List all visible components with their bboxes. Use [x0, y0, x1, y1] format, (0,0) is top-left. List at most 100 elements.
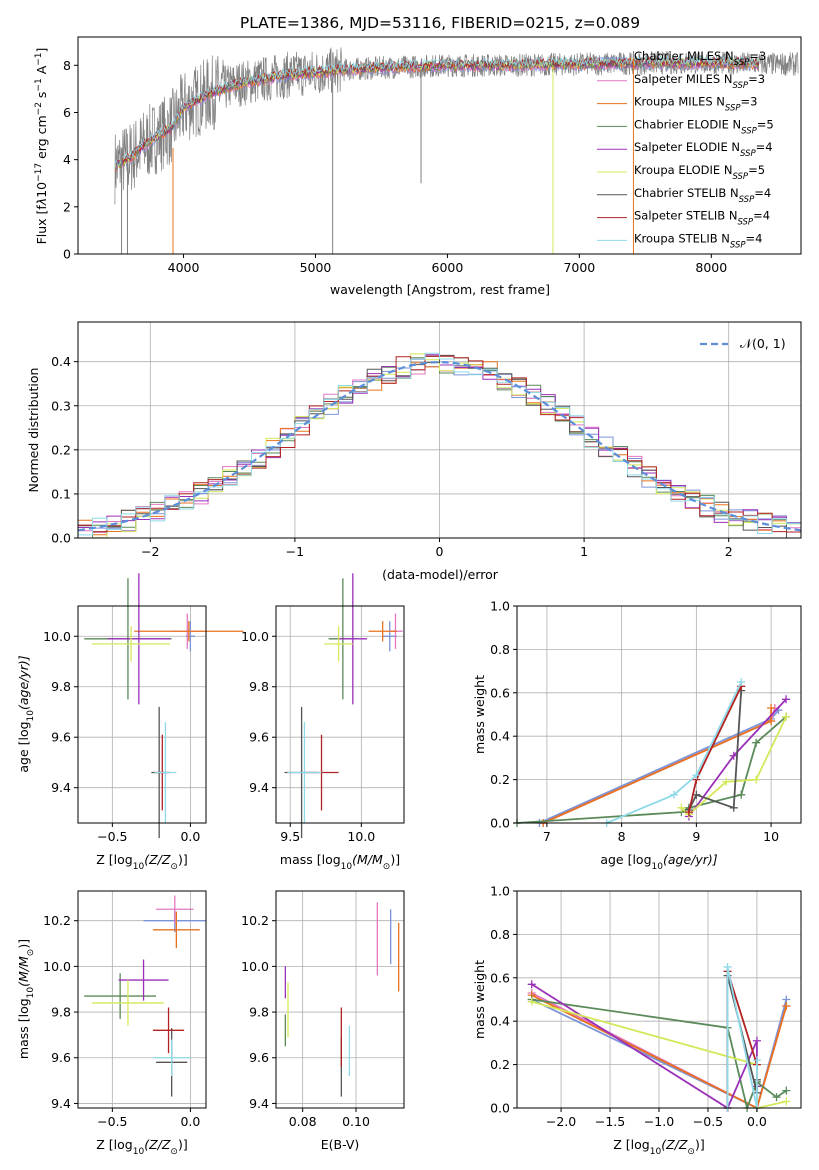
legend-model: Salpeter MILES [634, 72, 720, 86]
legend-sub: SSP [732, 81, 748, 91]
y-axis-label-part: mass [log [16, 998, 31, 1059]
legend-model: Kroupa MILES [634, 95, 713, 109]
legend-n: N [718, 231, 730, 245]
x-axis-label-part: (Z/Z [144, 852, 171, 867]
weight-point-marker [782, 695, 791, 704]
weight-point-marker [772, 1093, 781, 1102]
x-tick-label: −1.0 [644, 1114, 674, 1129]
y-tick-label: 9.8 [51, 1005, 71, 1020]
x-tick-label: −1.5 [595, 1114, 625, 1129]
y-axis-label: mass weight [472, 675, 487, 754]
y-tick-label: 9.4 [249, 780, 269, 795]
weight-series-line [726, 966, 758, 1109]
legend-n: N [725, 209, 737, 223]
panel-weight_vs_age: 7 8 9 10 0.0 0.2 0.4 0.6 0.8 1.0 mass weight age [l… [472, 599, 802, 872]
histogram-series [78, 352, 801, 536]
x-axis-label: mass [log10(M/M⊙)] [280, 852, 400, 872]
y-tick-label: 4 [63, 152, 71, 167]
plot-area [284, 902, 400, 1097]
y-tick-label: 10.0 [43, 629, 71, 644]
x-tick-label: 0.0 [180, 829, 200, 844]
weight-point-marker [669, 790, 678, 799]
x-axis-label-part: ⊙ [170, 1147, 178, 1157]
weight-point-marker [527, 997, 536, 1006]
weight-point-marker [752, 775, 761, 784]
legend-n: N [728, 140, 740, 154]
x-axis-label-part: )] [390, 852, 400, 867]
y-tick-label: 9.8 [51, 679, 71, 694]
x-tick-label: 8000 [695, 260, 727, 275]
legend-entry: Salpeter ELODIE NSSP=4 [634, 140, 773, 159]
legend-entry: Chabrier STELIB NSSP=4 [634, 186, 771, 205]
y-tick-label: 0.4 [490, 729, 510, 744]
x-tick-label: 0.08 [289, 1114, 317, 1129]
y-tick-label: 0.4 [51, 354, 71, 369]
weight-point-marker [722, 777, 731, 786]
weight-point-marker [767, 717, 776, 726]
y-axis-label-part: −2 [34, 102, 44, 115]
legend-entry: Chabrier ELODIE NSSP=5 [634, 117, 774, 136]
y-tick-label: 0.1 [51, 486, 71, 501]
legend-nssp: =3 [741, 95, 758, 109]
weight-point-marker [782, 1086, 791, 1095]
x-axis-label-part: Z [log [96, 1137, 132, 1152]
y-axis-label-part: −1 [34, 78, 44, 91]
weight-series-line [531, 998, 787, 1112]
panel-residuals: −2 −1 0 1 2 0.0 0.1 0.2 0.3 0.4 𝒩(0, 1) (data-model… [26, 321, 802, 582]
x-axis-label-part: 10 [341, 862, 353, 872]
axes-frame [275, 605, 405, 824]
x-axis-label-part: )] [178, 1137, 188, 1152]
panel-age_vs_mass: 9.5 10.0 9.4 9.6 9.8 10.0 mass [log10(M/M⊙)] [241, 573, 405, 872]
model-spectrum-line [114, 55, 760, 166]
y-axis-label: mass weight [472, 960, 487, 1039]
axes-frame [77, 605, 207, 824]
weight-series-line [531, 983, 758, 1110]
legend-entry: Chabrier MILES NSSP=3 [634, 49, 766, 68]
plot-area [78, 352, 801, 538]
y-tick-label: 0.0 [490, 816, 510, 831]
legend-nssp: =4 [746, 231, 763, 245]
x-tick-label: 9.5 [280, 829, 300, 844]
weight-point-marker [692, 771, 701, 780]
panel-spectrum: 4000 5000 6000 7000 8000 0 2 4 6 8 Chabrier MILES … [34, 36, 802, 297]
plot-area [84, 573, 244, 839]
legend-model: Salpeter ELODIE [634, 140, 728, 154]
x-axis-label: (data-model)/error [382, 567, 499, 582]
legend-model: Salpeter STELIB [634, 209, 725, 223]
y-axis-label-part: (M/M [16, 956, 31, 987]
x-axis-label-part: ⊙ [383, 862, 391, 872]
y-tick-label: 9.6 [51, 730, 71, 745]
panel-mass_vs_Z: −0.5 0.09.49.69.810.010.2Z [log10(Z/Z⊙)]m… [16, 890, 207, 1157]
y-axis-label-part: (age/yr)] [16, 655, 31, 710]
weight-point-marker [782, 1002, 791, 1011]
y-axis-label-part: λ [34, 198, 49, 206]
legend-sub: SSP [739, 195, 755, 205]
y-axis-label: Flux [fλ10−17 erg cm−2 s−1 A−1] [34, 48, 49, 245]
y-tick-label: 0.2 [51, 442, 71, 457]
y-tick-label: 0.2 [490, 772, 510, 787]
legend-sub: SSP [730, 240, 746, 250]
panel-weight_vs_Z: −2.0 −1.5 −1.0 −0.5 0.0 0.0 0.2 0.4 0.6 0.8 1.0 mas… [472, 884, 802, 1157]
y-axis-label-part: ] [34, 48, 49, 53]
plot-area [114, 47, 799, 254]
weight-point-marker [677, 803, 686, 812]
x-tick-label: 4000 [168, 260, 200, 275]
x-tick-label: −1 [286, 544, 304, 559]
legend-entry: Salpeter MILES NSSP=3 [634, 72, 765, 91]
y-axis-label: age [log10(age/yr)] [16, 655, 36, 772]
y-tick-label: 10.0 [43, 959, 71, 974]
y-tick-label: 9.6 [249, 730, 269, 745]
y-axis-label: Normed distribution [26, 368, 41, 493]
x-axis-label-part: Z [log [96, 852, 132, 867]
y-tick-label: 0.0 [51, 531, 71, 546]
x-tick-label: 1 [580, 544, 588, 559]
histogram-series [92, 353, 801, 538]
y-axis-label-part: )] [16, 939, 31, 949]
x-tick-label: −0.5 [97, 829, 127, 844]
legend-sub: SSP [740, 149, 756, 159]
plot-area [513, 677, 791, 827]
legend-sub: SSP [734, 58, 750, 68]
x-axis-label-part: Z [log [613, 1137, 649, 1152]
figure-title: PLATE=1386, MJD=53116, FIBERID=0215, z=0… [240, 14, 640, 32]
legend-model: Chabrier ELODIE [634, 117, 729, 131]
